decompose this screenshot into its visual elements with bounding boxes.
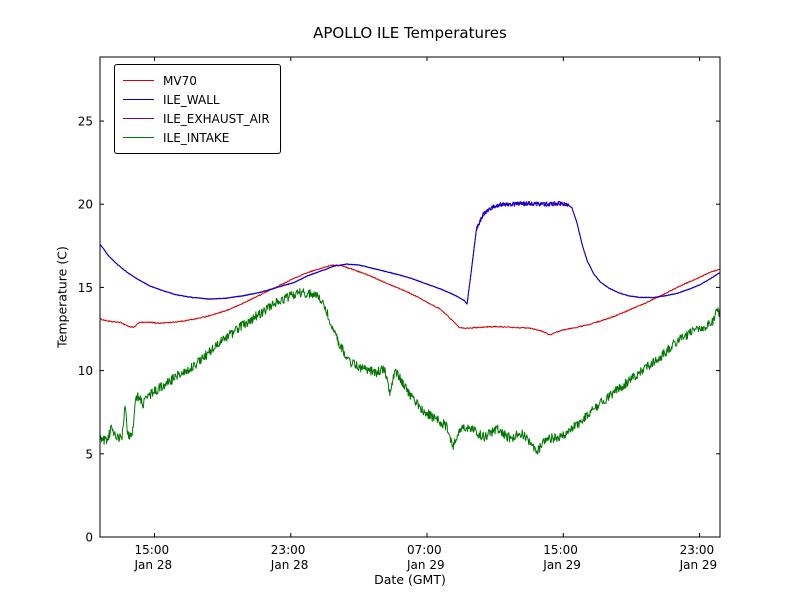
x-tick-label-time: 15:00 bbox=[543, 543, 578, 557]
legend-line-sample bbox=[123, 137, 154, 138]
series-line-ILE_EXHAUST_AIR bbox=[99, 200, 721, 305]
legend-item-ILE_INTAKE: ILE_INTAKE bbox=[123, 128, 270, 147]
x-tick-label-time: 15:00 bbox=[135, 543, 170, 557]
x-tick-label-time: 23:00 bbox=[680, 543, 715, 557]
x-tick-label-time: 07:00 bbox=[407, 543, 442, 557]
series-line-MV70 bbox=[99, 264, 721, 336]
legend-line-sample bbox=[123, 80, 154, 81]
x-tick-label-date: Jan 29 bbox=[406, 558, 445, 572]
series-line-ILE_INTAKE bbox=[99, 288, 721, 455]
y-tick-label: 0 bbox=[85, 531, 93, 545]
series-line-ILE_WALL bbox=[99, 201, 721, 305]
chart-title: APOLLO ILE Temperatures bbox=[313, 24, 507, 42]
y-tick-label: 15 bbox=[78, 281, 93, 295]
x-tick-label-time: 23:00 bbox=[271, 543, 306, 557]
x-tick-label-date: Jan 29 bbox=[542, 558, 581, 572]
axes-frame bbox=[99, 56, 721, 538]
y-axis-label: Temperature (C) bbox=[54, 246, 70, 348]
legend-item-ILE_WALL: ILE_WALL bbox=[123, 90, 270, 109]
x-tick-label-date: Jan 28 bbox=[134, 558, 173, 572]
x-tick-label-date: Jan 29 bbox=[679, 558, 718, 572]
legend-label: MV70 bbox=[163, 73, 197, 88]
y-tick-label: 5 bbox=[85, 447, 93, 461]
legend-line-sample bbox=[123, 99, 154, 100]
x-axis-label: Date (GMT) bbox=[374, 572, 446, 587]
x-tick-label-date: Jan 28 bbox=[270, 558, 309, 572]
legend-item-MV70: MV70 bbox=[123, 71, 270, 90]
legend-label: ILE_INTAKE bbox=[163, 130, 230, 145]
legend-label: ILE_WALL bbox=[163, 92, 220, 107]
legend-label: ILE_EXHAUST_AIR bbox=[163, 111, 270, 126]
legend-line-sample bbox=[123, 118, 154, 119]
y-tick-label: 10 bbox=[78, 364, 93, 378]
legend-item-ILE_EXHAUST_AIR: ILE_EXHAUST_AIR bbox=[123, 109, 270, 128]
y-tick-label: 25 bbox=[78, 115, 93, 129]
legend: MV70 ILE_WALL ILE_EXHAUST_AIR ILE_INTAKE bbox=[114, 64, 281, 154]
y-tick-label: 20 bbox=[78, 198, 93, 212]
